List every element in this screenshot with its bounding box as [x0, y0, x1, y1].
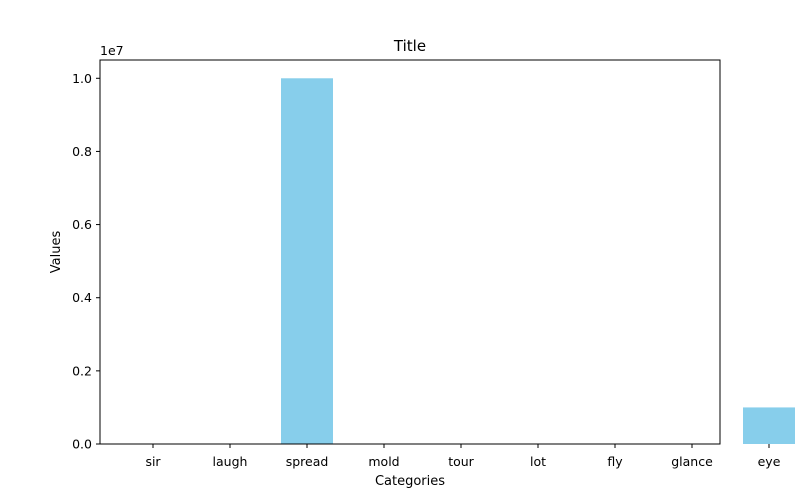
y-offset-label: 1e7 [100, 43, 124, 58]
y-tick-label: 0.2 [72, 363, 92, 378]
y-tick-label: 0.6 [72, 217, 92, 232]
chart-title: Title [393, 37, 426, 55]
x-tick-label: eye [758, 454, 781, 469]
y-axis-label: Values [49, 231, 64, 274]
x-tick-label: glance [671, 454, 713, 469]
x-tick-label: lot [530, 454, 546, 469]
bar-eye [743, 407, 795, 444]
x-axis-ticks: sir laugh spread mold tour lot fly glance eye [145, 444, 781, 469]
bars-group [281, 78, 795, 445]
y-tick-label: 0.8 [72, 144, 92, 159]
y-tick-label: 0.0 [72, 437, 92, 452]
y-axis-ticks: 0.0 0.2 0.4 0.6 0.8 1.0 [72, 71, 100, 452]
x-tick-label: spread [286, 454, 329, 469]
bar-spread [281, 78, 333, 445]
x-axis-label: Categories [375, 474, 445, 489]
x-tick-label: tour [448, 454, 474, 469]
y-tick-label: 0.4 [72, 290, 92, 305]
x-tick-label: fly [607, 454, 623, 469]
x-tick-label: laugh [213, 454, 248, 469]
x-tick-label: sir [145, 454, 161, 469]
x-tick-label: mold [368, 454, 399, 469]
y-tick-label: 1.0 [72, 71, 92, 86]
plot-frame [99, 59, 721, 445]
